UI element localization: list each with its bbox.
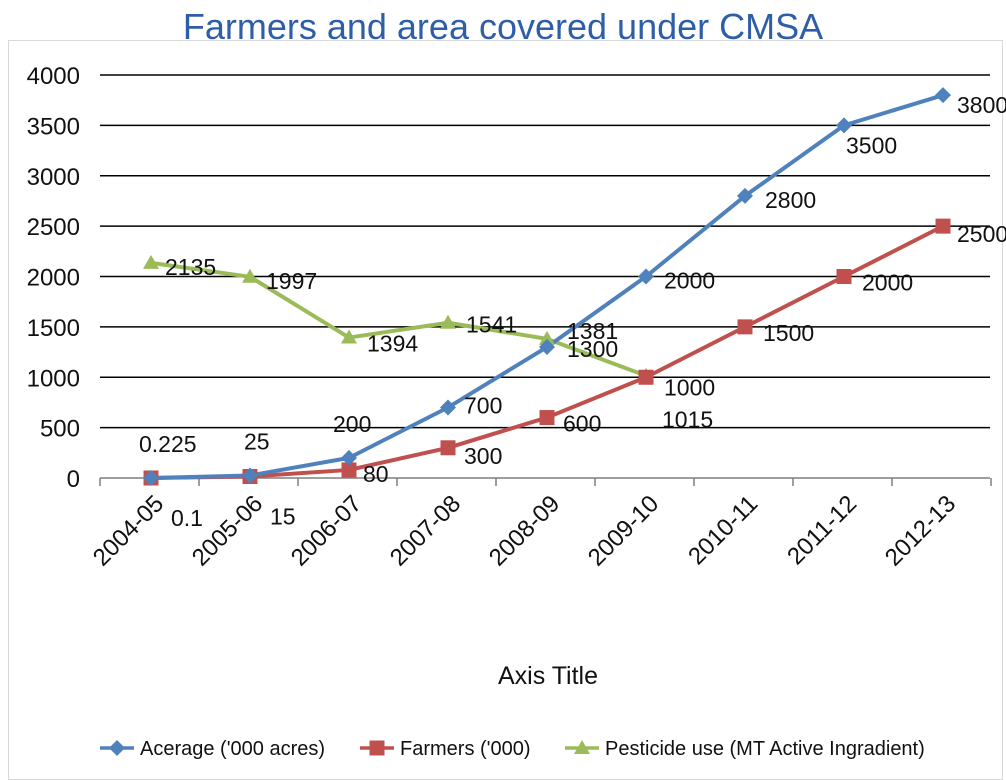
data-point-marker (935, 87, 951, 104)
data-label: 1300 (567, 336, 618, 362)
data-point-marker (341, 462, 357, 478)
data-point-marker (440, 399, 456, 416)
data-label: 3800 (957, 92, 1006, 118)
x-axis: 2004-05 2005-06 2006-07 2007-08 2008-09 2009-… (88, 477, 992, 572)
data-point-marker (836, 269, 852, 284)
legend: Acerage ('000 acres) Farmers ('000) Pestic… (100, 738, 925, 760)
x-tick-label: 2011-12 (782, 490, 862, 570)
data-label: 1394 (367, 331, 418, 357)
data-point-marker (836, 117, 852, 134)
data-label: 600 (563, 411, 601, 437)
data-point-marker (539, 410, 555, 426)
data-point-marker (143, 469, 159, 486)
y-tick-label: 500 (40, 416, 80, 443)
data-label: 1381 (567, 318, 618, 344)
data-label: 3500 (846, 132, 897, 158)
data-point-marker (341, 449, 357, 466)
data-point-marker (539, 339, 555, 356)
data-point-marker (341, 329, 357, 344)
x-tick-label: 2009-10 (583, 490, 664, 571)
data-point-marker (539, 330, 555, 345)
data-label: 25 (244, 428, 270, 454)
data-label: 1997 (266, 268, 317, 294)
data-label: 700 (464, 392, 502, 418)
data-point-marker (440, 440, 456, 456)
y-tick-label: 1000 (27, 365, 80, 392)
gridlines (100, 74, 990, 429)
y-axis-tick-labels: 0 500 1000 1500 2000 2500 3000 3500 4000 (27, 63, 80, 493)
data-point-marker (143, 254, 159, 269)
data-label: 1000 (664, 374, 715, 400)
legend-label: Pesticide use (MT Active Ingradient) (605, 738, 925, 760)
x-tick-label: 2010-11 (683, 490, 763, 570)
series-line (150, 260, 647, 378)
data-label: 2000 (664, 268, 715, 294)
legend-label: Farmers ('000) (400, 738, 531, 760)
legend-marker (369, 740, 385, 756)
x-axis-title: Axis Title (498, 662, 598, 690)
data-label: 2000 (862, 270, 913, 296)
x-tick-label: 2008-09 (484, 490, 565, 571)
data-label: 80 (363, 461, 389, 487)
data-point-marker (638, 268, 654, 285)
data-label: 1500 (763, 320, 814, 346)
x-tick-label: 2012-13 (880, 490, 961, 571)
x-tick-label: 2004-05 (88, 490, 169, 571)
y-tick-label: 3500 (27, 113, 80, 140)
y-tick-label: 2000 (27, 265, 80, 292)
y-tick-label: 1500 (27, 315, 80, 342)
x-tick-label: 2007-08 (385, 490, 466, 571)
y-tick-label: 4000 (27, 63, 80, 90)
line-chart: 0 500 1000 1500 2000 2500 3000 3500 4000 2004-05… (27, 63, 1006, 760)
data-point-marker (242, 467, 258, 484)
data-label: 15 (270, 503, 296, 529)
y-tick-label: 2500 (27, 214, 80, 241)
data-label: 300 (464, 443, 502, 469)
data-point-marker (737, 319, 753, 335)
data-point-marker (638, 369, 654, 385)
data-label: 0.1 (171, 505, 203, 531)
data-point-marker (242, 268, 258, 283)
data-labels: 0.225 25 200 700 1300 2000 2800 3500 3800 0.1 15 80… (139, 92, 1006, 531)
legend-marker (109, 740, 125, 756)
data-point-marker (737, 187, 753, 204)
data-label: 2800 (765, 187, 816, 213)
data-label: 1541 (466, 312, 517, 338)
data-label: 0.225 (139, 431, 197, 457)
legend-marker (574, 740, 590, 754)
data-label: 1015 (662, 407, 713, 433)
legend-label: Acerage ('000 acres) (140, 738, 325, 760)
series-markers (143, 87, 951, 486)
x-tick-label: 2006-07 (286, 490, 367, 571)
data-point-marker (935, 218, 951, 234)
data-label: 200 (333, 411, 371, 437)
y-tick-label: 0 (67, 466, 80, 493)
chart-title: Farmers and area covered under CMSA (182, 6, 824, 47)
data-label: 2135 (165, 254, 216, 280)
y-tick-label: 3000 (27, 164, 80, 191)
data-point-marker (440, 314, 456, 329)
data-label: 2500 (957, 221, 1006, 247)
